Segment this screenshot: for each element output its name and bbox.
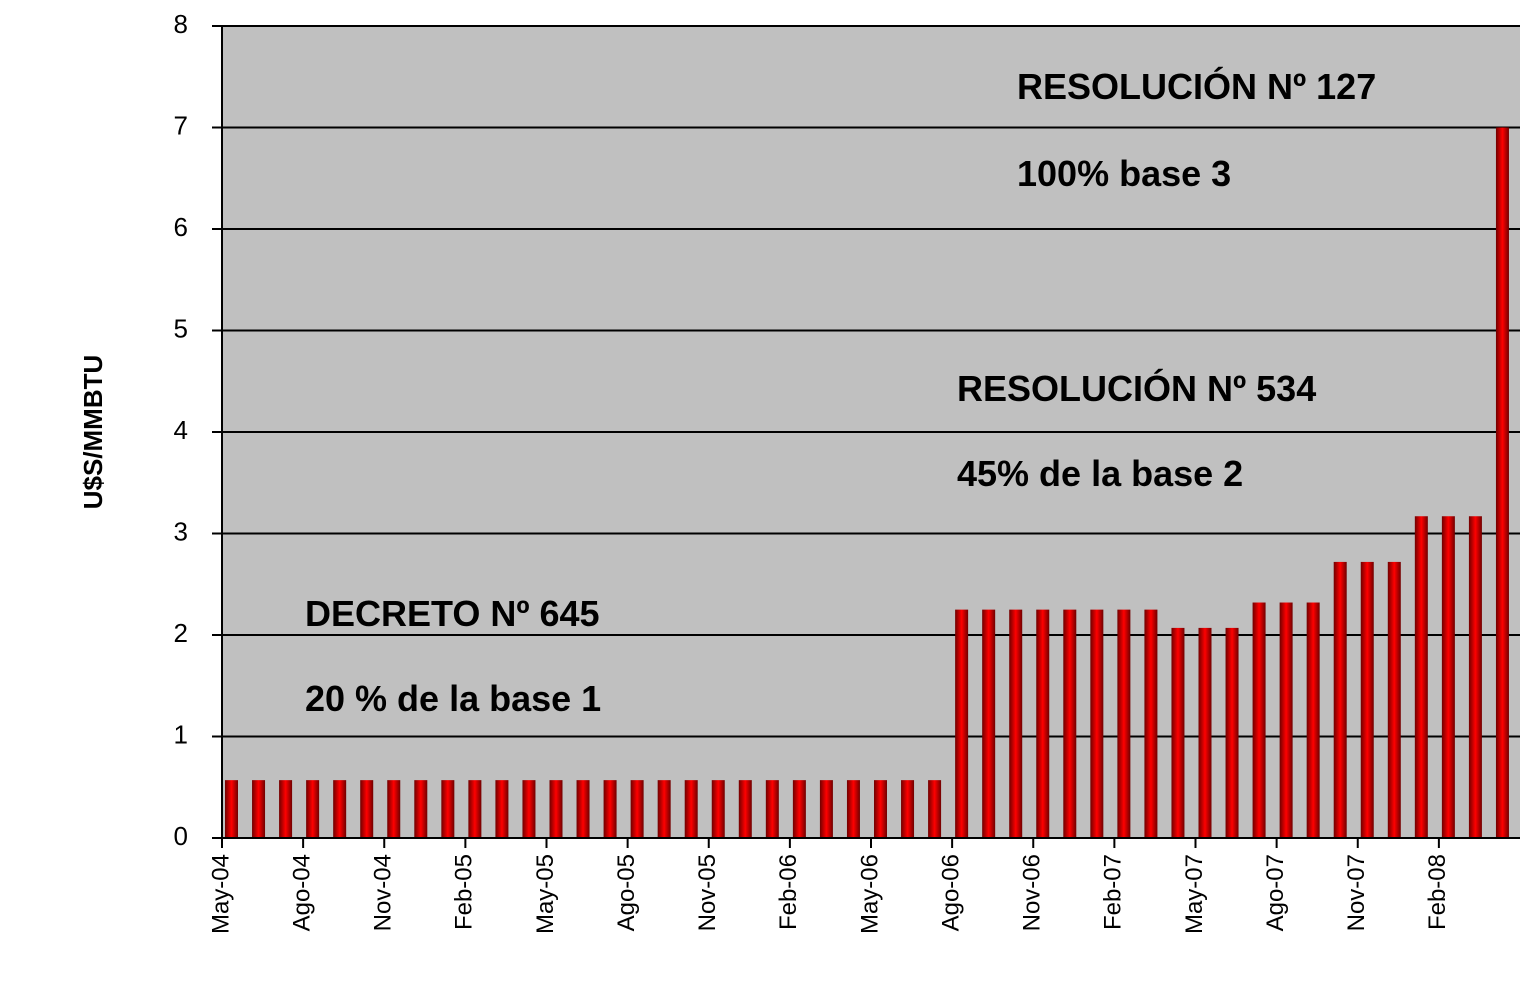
x-tick-label: Nov-04 [370, 854, 397, 931]
bar [711, 780, 725, 838]
bar [684, 780, 698, 838]
bar [765, 780, 779, 838]
bar [819, 780, 833, 838]
bar [1495, 127, 1509, 838]
bar [1387, 561, 1401, 838]
annotation: RESOLUCIÓN Nº 127 [1017, 65, 1376, 107]
bar [468, 780, 482, 838]
bar [279, 780, 293, 838]
bar [1225, 627, 1239, 838]
bar [1279, 602, 1293, 838]
bar [522, 780, 536, 838]
x-tick-label: Ago-07 [1262, 854, 1289, 931]
x-tick-label: Nov-05 [694, 854, 721, 931]
annotation: 20 % de la base 1 [305, 678, 601, 719]
bar [901, 780, 915, 838]
bar [1036, 609, 1050, 838]
bar [630, 780, 644, 838]
bar [1333, 561, 1347, 838]
bar [576, 780, 590, 838]
x-tick-label: Feb-06 [775, 854, 802, 930]
bar [225, 780, 238, 838]
bar [414, 780, 428, 838]
bar [657, 780, 671, 838]
bar [928, 780, 942, 838]
bar [1468, 516, 1482, 838]
x-tick-label: Feb-08 [1424, 854, 1451, 930]
bar [1090, 609, 1104, 838]
x-tick-label: Ago-04 [288, 854, 315, 931]
bar [252, 780, 266, 838]
y-tick-label: 0 [174, 821, 188, 851]
annotation: RESOLUCIÓN Nº 534 [957, 367, 1316, 409]
bar [333, 780, 347, 838]
x-tick-label: May-06 [856, 854, 883, 934]
annotation: 100% base 3 [1017, 153, 1231, 194]
x-tick-label: May-04 [207, 854, 234, 934]
bar [846, 780, 860, 838]
bar [306, 780, 320, 838]
bar [1009, 609, 1023, 838]
bar [982, 609, 996, 838]
bar [1441, 516, 1455, 838]
bar [1252, 602, 1266, 838]
x-tick-label: May-05 [532, 854, 559, 934]
x-tick-label: Feb-05 [451, 854, 478, 930]
bar [1414, 516, 1428, 838]
bar [360, 780, 374, 838]
annotation: 45% de la base 2 [957, 453, 1243, 494]
bar [549, 780, 563, 838]
annotation: DECRETO Nº 645 [305, 593, 600, 634]
x-tick-label: Ago-06 [937, 854, 964, 931]
y-tick-label: 8 [174, 9, 188, 39]
y-tick-label: 5 [174, 313, 188, 343]
x-tick-label: Nov-06 [1019, 854, 1046, 931]
bar [874, 780, 887, 838]
y-tick-label: 3 [174, 516, 188, 546]
x-tick-label: Nov-07 [1343, 854, 1370, 931]
x-tick-label: May-07 [1181, 854, 1208, 934]
y-tick-label: 4 [174, 415, 188, 445]
bar [441, 780, 455, 838]
bar [1198, 627, 1212, 838]
y-tick-label: 2 [174, 618, 188, 648]
bar [792, 780, 806, 838]
bar [1144, 609, 1158, 838]
bar [955, 609, 969, 838]
y-tick-label: 7 [174, 110, 188, 140]
x-tick-label: Ago-05 [613, 854, 640, 931]
bar [495, 780, 509, 838]
bar [387, 780, 401, 838]
y-axis-label: U$S/MMBTU [78, 355, 108, 510]
y-tick-label: 1 [174, 719, 188, 749]
bar [1171, 627, 1185, 838]
bar [1117, 609, 1131, 838]
bar [738, 780, 752, 838]
bar [1063, 609, 1077, 838]
x-tick-label: Feb-07 [1100, 854, 1127, 930]
y-tick-label: 6 [174, 212, 188, 242]
bar [1360, 561, 1374, 838]
bar [1306, 602, 1320, 838]
bar [603, 780, 617, 838]
